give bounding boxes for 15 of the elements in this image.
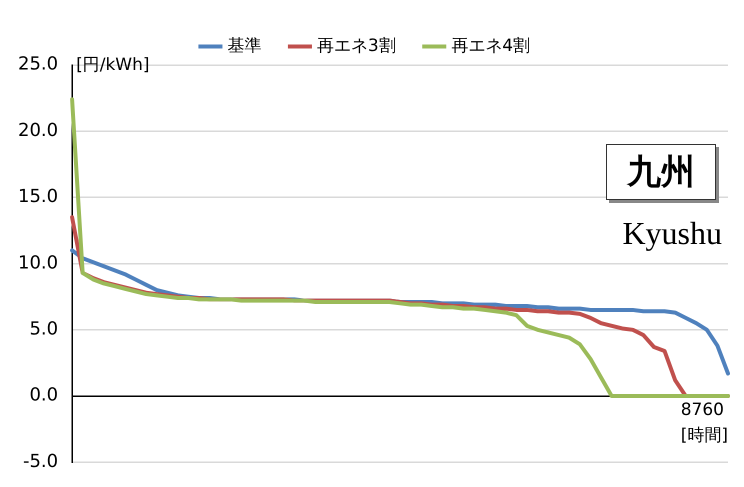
legend-label: 再エネ4割	[451, 36, 530, 56]
y-tick-label: 0.0	[29, 384, 58, 406]
annotation: 九州	[606, 144, 716, 200]
legend-label: 基準	[227, 36, 262, 56]
y-tick-label: 10.0	[18, 252, 58, 274]
y-tick-label: 15.0	[18, 186, 58, 208]
y-tick-label: -5.0	[22, 450, 58, 472]
y-tick-label: 5.0	[29, 318, 58, 340]
annotation: 8760	[680, 400, 724, 420]
y-tick-label: 20.0	[18, 120, 58, 141]
annotation: Kyushu	[622, 214, 722, 252]
y-tick-label: 25.0	[18, 54, 58, 75]
legend-label: 再エネ3割	[316, 36, 396, 56]
y-axis-title: [円/kWh]	[76, 54, 150, 76]
x-axis-title: [時間]	[680, 426, 728, 446]
